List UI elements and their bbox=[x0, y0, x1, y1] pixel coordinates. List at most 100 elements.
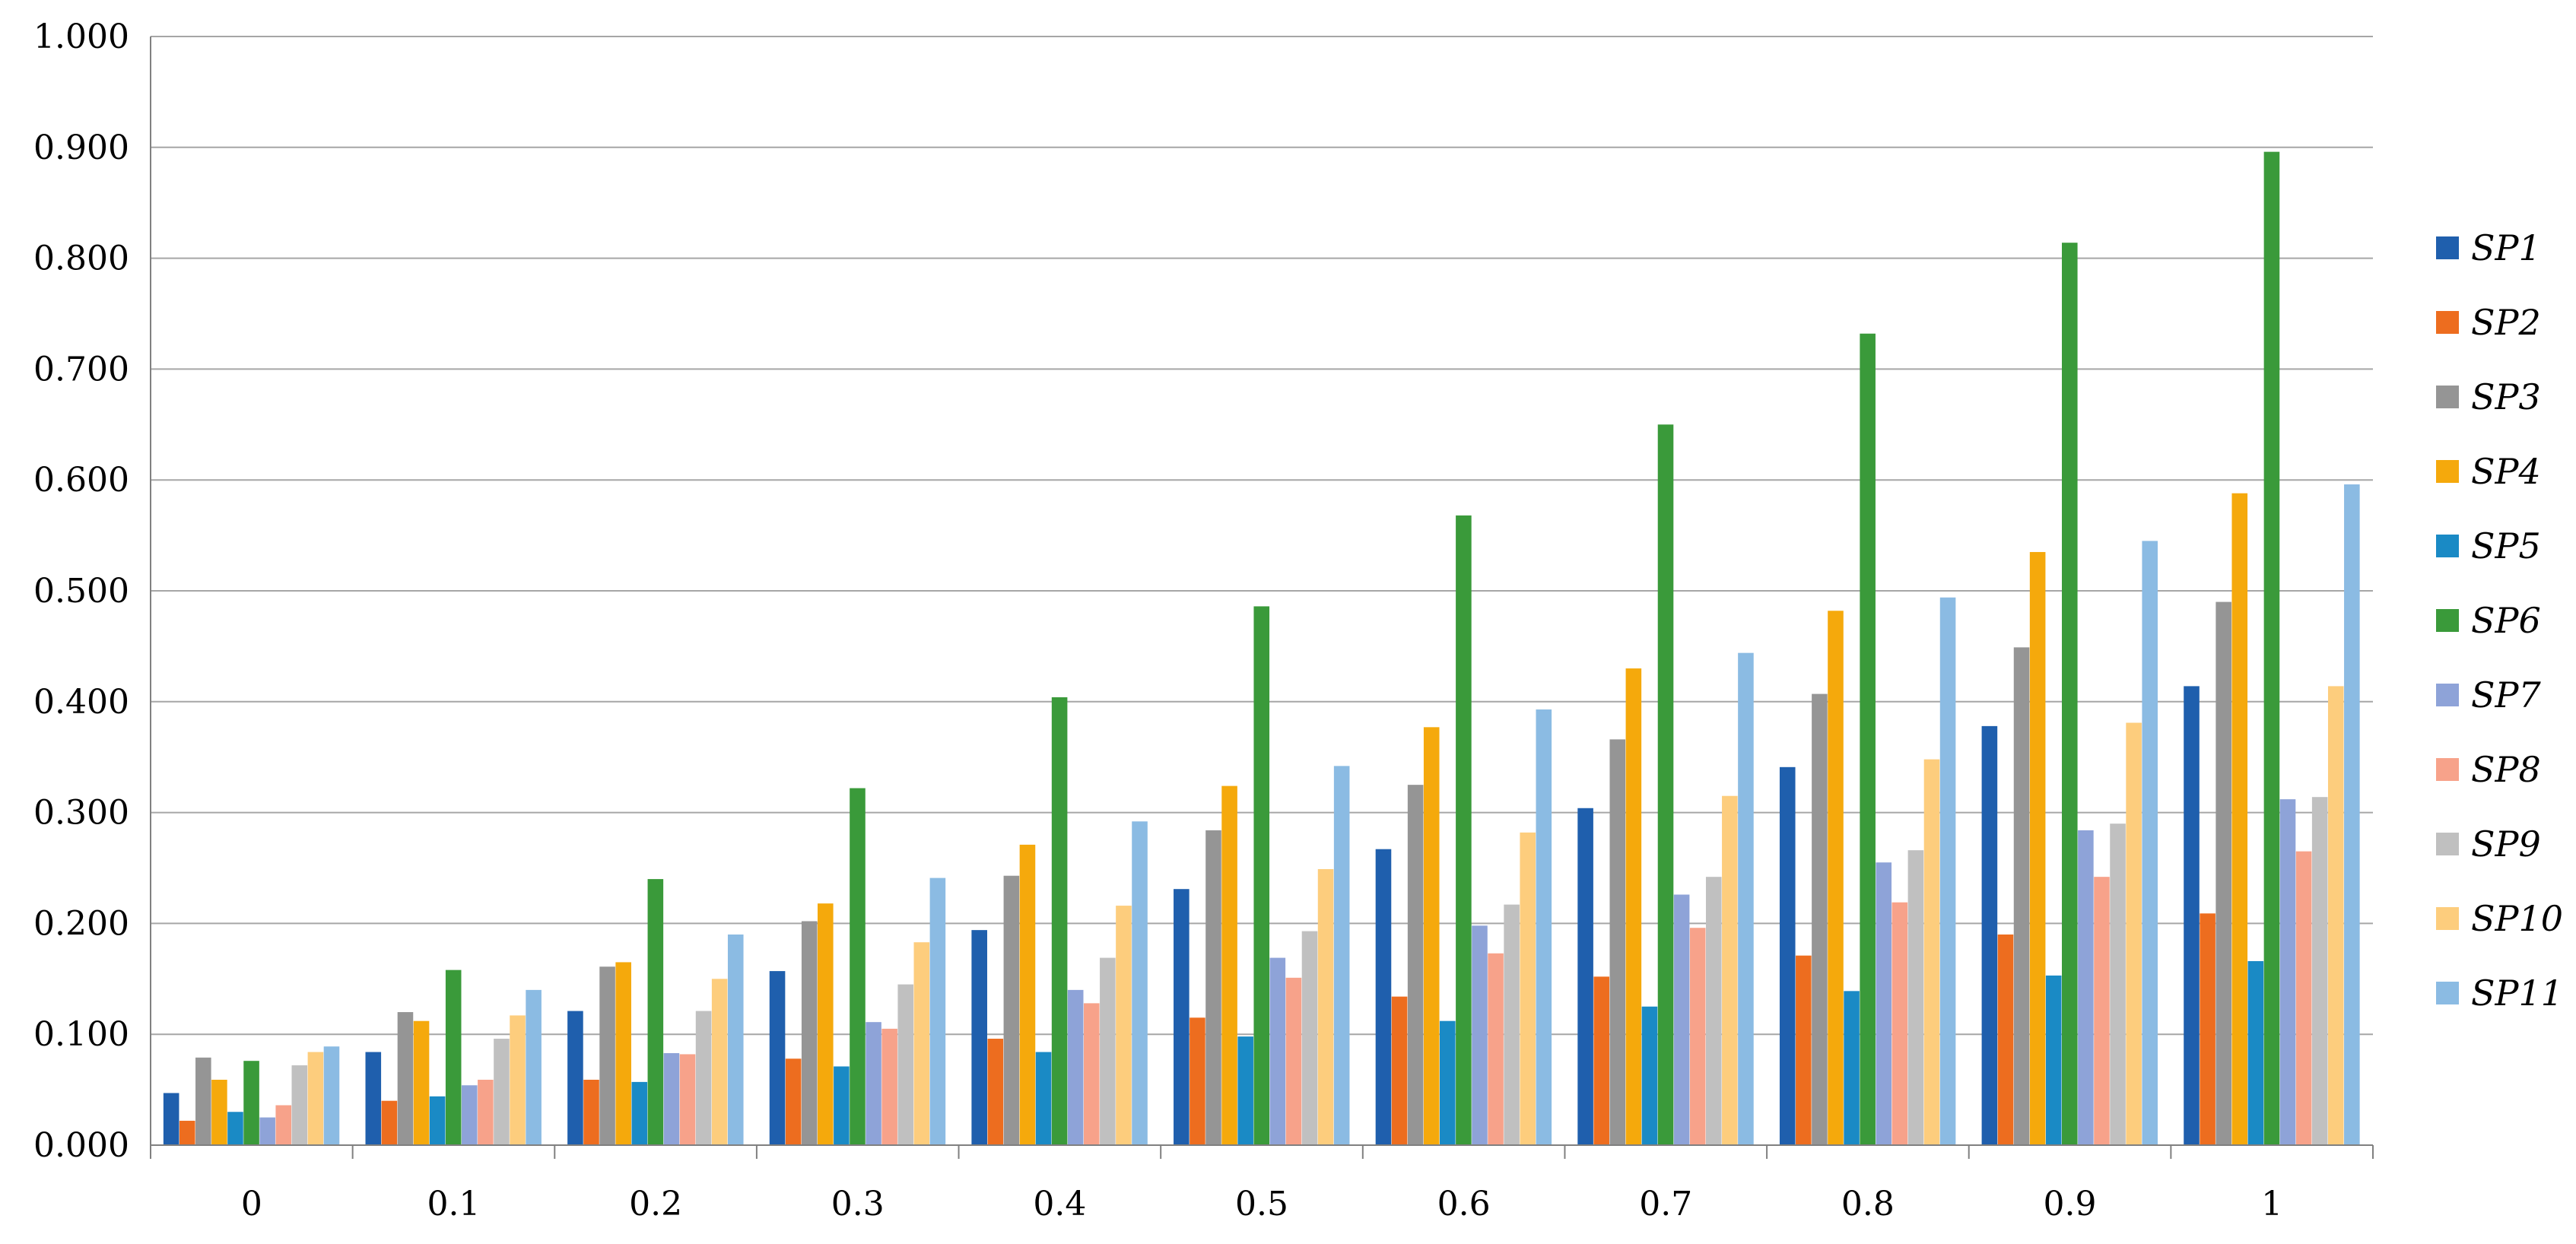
bar-sp4-0.7 bbox=[1625, 668, 1642, 1145]
bar-sp3-0.5 bbox=[1205, 830, 1221, 1145]
bar-sp2-0.8 bbox=[1796, 955, 1812, 1145]
bar-sp4-0.3 bbox=[818, 903, 834, 1145]
bar-sp11-0.2 bbox=[727, 934, 744, 1145]
bar-sp1-1 bbox=[2184, 686, 2200, 1145]
bar-sp6-0.9 bbox=[2062, 243, 2078, 1146]
bar-sp3-0.7 bbox=[1609, 739, 1626, 1145]
bar-sp1-0 bbox=[163, 1093, 179, 1145]
y-tick-labels: 0.000 0.100 0.200 0.300 0.400 0.500 0.600 0.700… bbox=[33, 17, 129, 1165]
bar-sp7-0 bbox=[259, 1117, 275, 1145]
bar-sp8-0.5 bbox=[1285, 977, 1302, 1145]
bar-sp11-0.5 bbox=[1333, 766, 1350, 1145]
y-tick-label: 1.000 bbox=[33, 17, 129, 56]
legend-swatch-sp10 bbox=[2436, 907, 2459, 930]
bar-sp10-0.2 bbox=[711, 979, 728, 1145]
bar-sp10-0.5 bbox=[1317, 868, 1334, 1145]
bar-sp5-0.2 bbox=[631, 1081, 648, 1145]
x-tick-label: 1 bbox=[2261, 1185, 2282, 1223]
bar-sp3-0.8 bbox=[1812, 693, 1828, 1145]
bar-sp1-0.2 bbox=[567, 1011, 583, 1145]
bar-sp4-0.1 bbox=[413, 1020, 430, 1145]
bar-sp6-0.7 bbox=[1657, 424, 1674, 1145]
bar-sp9-0.6 bbox=[1504, 904, 1520, 1145]
bar-sp10-0.7 bbox=[1722, 795, 1738, 1145]
bar-sp8-0.9 bbox=[2094, 877, 2110, 1145]
legend-label-sp6: SP6 bbox=[2471, 600, 2541, 641]
x-tick-label: 0.2 bbox=[629, 1185, 682, 1223]
bar-sp9-1 bbox=[2311, 797, 2328, 1145]
bar-sp3-0.9 bbox=[2013, 647, 2030, 1145]
bar-sp10-0.6 bbox=[1520, 832, 1536, 1145]
bar-sp5-0.1 bbox=[429, 1096, 446, 1145]
bar-sp5-0.3 bbox=[834, 1066, 850, 1145]
bar-sp10-0.4 bbox=[1116, 906, 1132, 1145]
legend-label-sp10: SP10 bbox=[2471, 898, 2563, 939]
x-tick-label: 0.9 bbox=[2044, 1185, 2097, 1223]
x-tick-label: 0.6 bbox=[1437, 1185, 1491, 1223]
bar-sp2-0.4 bbox=[987, 1039, 1004, 1145]
bar-sp2-0 bbox=[179, 1120, 195, 1145]
bar-sp4-0.6 bbox=[1423, 727, 1440, 1145]
bar-sp8-0 bbox=[275, 1105, 292, 1145]
bar-sp1-0.3 bbox=[769, 971, 786, 1145]
y-tick-label: 0.600 bbox=[33, 461, 129, 500]
y-tick-label: 0.500 bbox=[33, 572, 129, 611]
bar-sp5-0.5 bbox=[1237, 1036, 1253, 1145]
bar-sp8-0.8 bbox=[1892, 902, 1908, 1145]
bar-sp3-0.2 bbox=[599, 966, 615, 1145]
bar-sp7-0.2 bbox=[663, 1052, 680, 1145]
bar-sp7-0.7 bbox=[1673, 894, 1690, 1145]
axes bbox=[150, 36, 2374, 1159]
bar-sp8-1 bbox=[2295, 851, 2312, 1145]
y-tick-label: 0.700 bbox=[33, 350, 129, 389]
bar-sp10-0.9 bbox=[2126, 722, 2142, 1145]
bar-sp2-1 bbox=[2200, 913, 2215, 1145]
bar-sp4-0.5 bbox=[1221, 785, 1237, 1145]
bar-sp3-0.4 bbox=[1003, 875, 1020, 1145]
legend-swatch-sp3 bbox=[2436, 386, 2459, 408]
bar-sp9-0 bbox=[291, 1065, 308, 1145]
legend-swatch-sp6 bbox=[2436, 609, 2459, 632]
bar-sp11-0.4 bbox=[1132, 821, 1148, 1145]
bar-sp5-1 bbox=[2247, 960, 2264, 1145]
bar-sp11-0.9 bbox=[2142, 541, 2158, 1145]
bar-sp11-0.8 bbox=[1939, 597, 1956, 1145]
bar-sp7-0.3 bbox=[866, 1022, 881, 1145]
legend-swatch-sp8 bbox=[2436, 758, 2459, 781]
bar-sp7-0.5 bbox=[1269, 957, 1286, 1145]
bar-sp11-1 bbox=[2344, 484, 2360, 1145]
legend-swatch-sp11 bbox=[2436, 982, 2459, 1004]
bar-sp5-0.4 bbox=[1035, 1052, 1052, 1145]
bar-sp9-0.8 bbox=[1907, 850, 1924, 1145]
bar-sp8-0.1 bbox=[478, 1079, 494, 1145]
legend-label-sp8: SP8 bbox=[2471, 749, 2541, 790]
bar-sp3-0.3 bbox=[801, 921, 818, 1145]
bar-sp7-0.6 bbox=[1472, 925, 1488, 1145]
bar-sp11-0 bbox=[323, 1046, 340, 1145]
bar-sp5-0 bbox=[227, 1112, 243, 1145]
y-tick-label: 0.900 bbox=[33, 129, 129, 167]
bar-sp2-0.2 bbox=[583, 1079, 599, 1145]
bar-sp9-0.3 bbox=[897, 984, 914, 1145]
bar-sp6-0.1 bbox=[445, 969, 462, 1145]
bar-sp1-0.4 bbox=[971, 930, 987, 1145]
y-tick-label: 0.300 bbox=[33, 794, 129, 833]
bar-sp6-1 bbox=[2263, 151, 2280, 1145]
bar-sp7-0.1 bbox=[462, 1085, 478, 1145]
x-tick-labels: 0 0.1 0.2 0.3 0.4 0.5 0.6 0.7 0.8 0.9 1 bbox=[241, 1185, 2282, 1223]
bar-sp3-1 bbox=[2215, 601, 2231, 1145]
bar-sp10-0.1 bbox=[510, 1015, 526, 1145]
bar-sp10-0 bbox=[307, 1052, 324, 1145]
bar-sp8-0.2 bbox=[679, 1054, 696, 1145]
bar-sp2-0.6 bbox=[1391, 996, 1408, 1145]
bar-sp5-0.6 bbox=[1440, 1020, 1456, 1145]
bar-sp6-0.6 bbox=[1456, 515, 1472, 1145]
bar-sp9-0.1 bbox=[494, 1039, 510, 1145]
legend-label-sp9: SP9 bbox=[2471, 824, 2541, 865]
bar-sp10-0.8 bbox=[1923, 759, 1940, 1145]
bar-sp7-1 bbox=[2279, 799, 2296, 1145]
bar-sp11-0.1 bbox=[526, 989, 542, 1145]
legend-swatch-sp1 bbox=[2436, 236, 2459, 259]
bar-sp5-0.9 bbox=[2045, 975, 2062, 1145]
